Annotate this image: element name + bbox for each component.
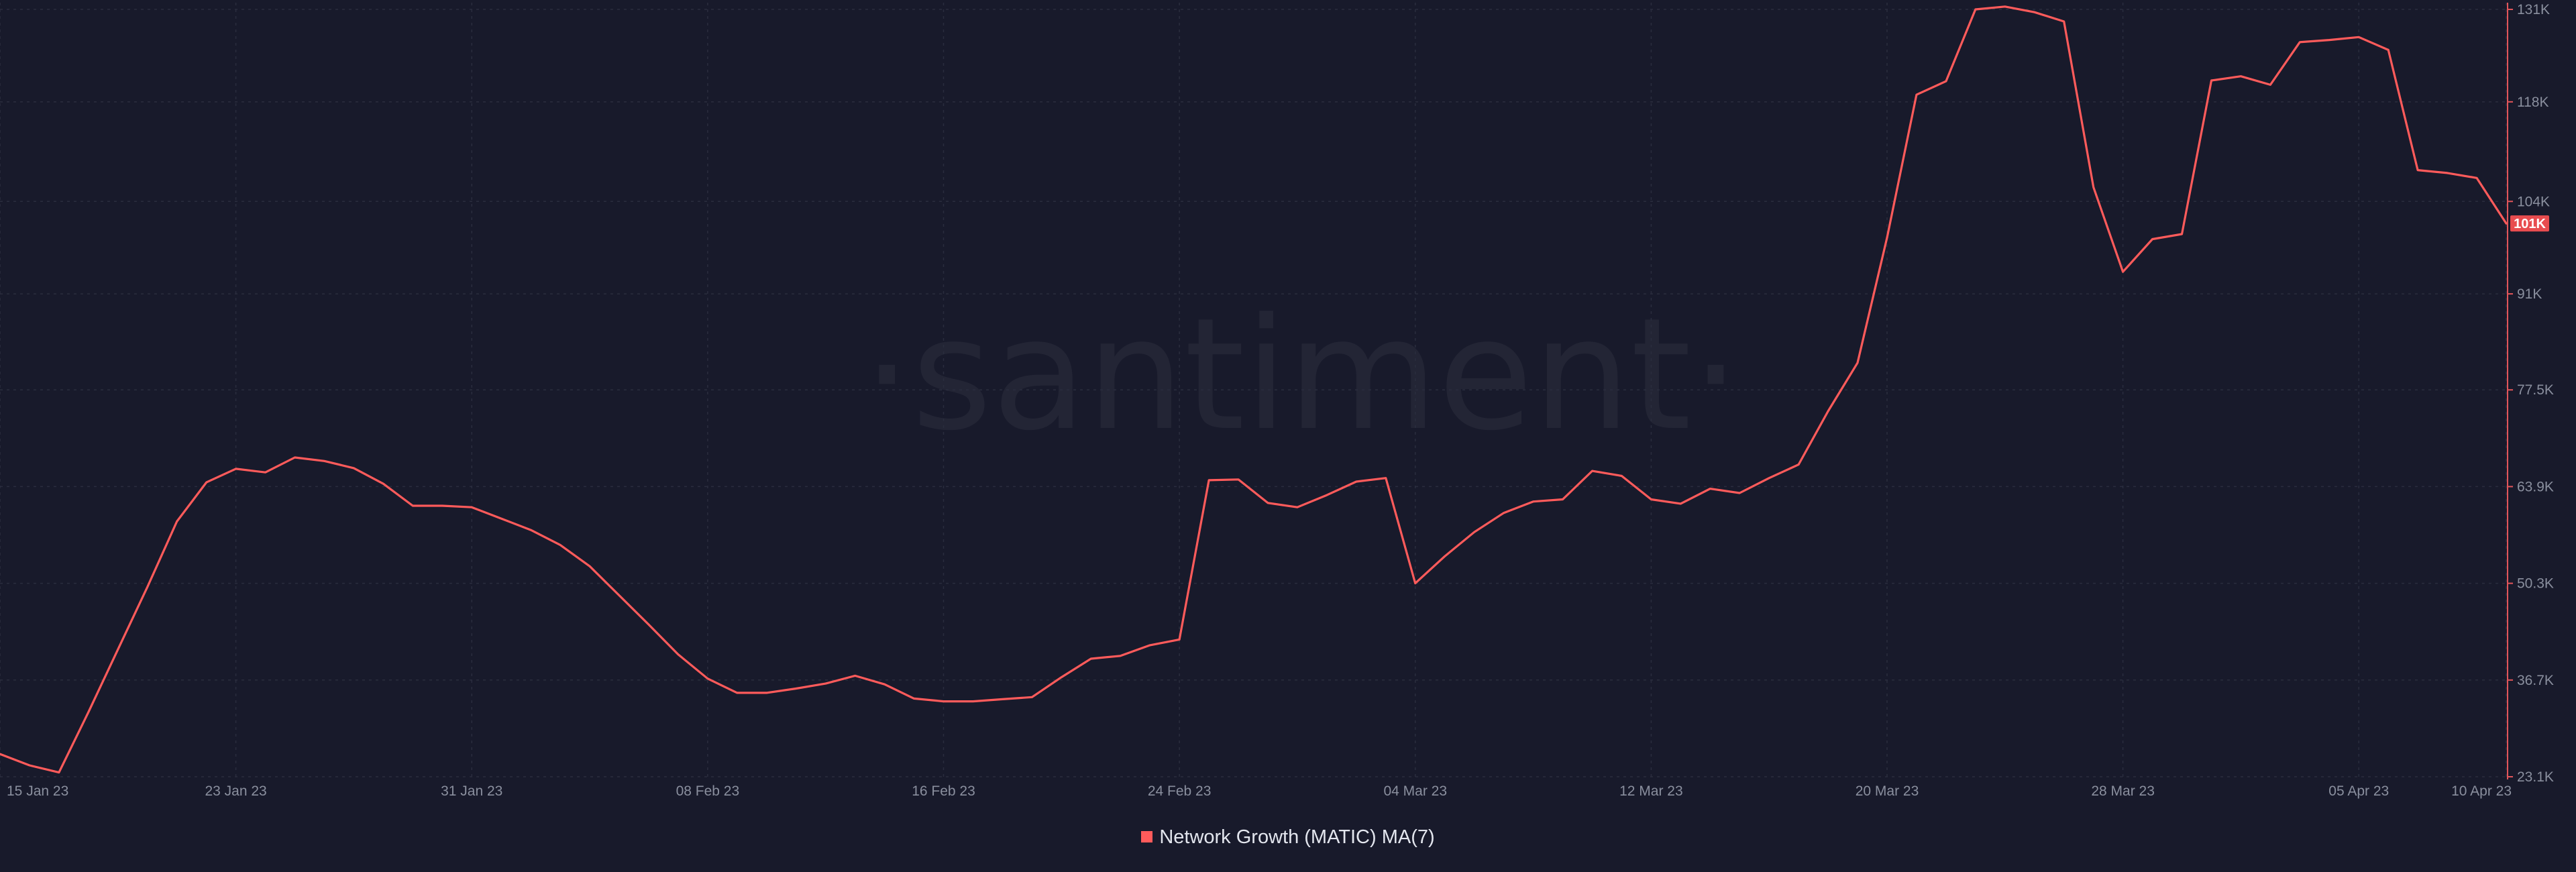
- y-tick-label: 77.5K: [2517, 382, 2554, 398]
- grid: [0, 3, 2508, 777]
- legend-swatch: [1141, 831, 1153, 842]
- x-tick-label: 10 Apr 23: [2451, 783, 2512, 799]
- x-tick-label: 08 Feb 23: [676, 783, 740, 799]
- x-tick-label: 28 Mar 23: [2091, 783, 2155, 799]
- x-tick-label: 23 Jan 23: [205, 783, 266, 799]
- last-value-badge: 101K: [2510, 215, 2549, 232]
- y-tick-label: 104K: [2517, 194, 2550, 209]
- y-tick-label: 50.3K: [2517, 576, 2554, 592]
- legend-label: Network Growth (MATIC) MA(7): [1159, 826, 1435, 848]
- x-tick-label: 15 Jan 23: [7, 783, 68, 799]
- last-value-label: 101K: [2514, 217, 2546, 231]
- legend[interactable]: Network Growth (MATIC) MA(7): [0, 826, 2576, 849]
- x-tick-label: 04 Mar 23: [1383, 783, 1447, 799]
- y-tick-label: 131K: [2517, 2, 2550, 17]
- x-tick-label: 20 Mar 23: [1856, 783, 1919, 799]
- watermark: ·santiment·: [863, 286, 1740, 465]
- x-tick-label: 31 Jan 23: [441, 783, 502, 799]
- x-axis: 15 Jan 23 23 Jan 23 31 Jan 23 08 Feb 23 16 F…: [7, 783, 2512, 799]
- y-tick-label: 63.9K: [2517, 479, 2554, 494]
- x-tick-label: 16 Feb 23: [912, 783, 975, 799]
- y-tick-label: 36.7K: [2517, 673, 2554, 688]
- y-tick-label: 91K: [2517, 286, 2542, 302]
- y-axis: 131K 118K 104K 91K 77.5K 63.9K 50.3K 36.7K 23.1K: [2508, 2, 2554, 785]
- series-line: [0, 5, 2508, 774]
- x-tick-label: 12 Mar 23: [1619, 783, 1683, 799]
- last-value-badge-bg: [2510, 215, 2549, 232]
- y-tick-label: 118K: [2517, 95, 2549, 110]
- x-tick-label: 24 Feb 23: [1148, 783, 1212, 799]
- x-tick-label: 05 Apr 23: [2328, 783, 2389, 799]
- series-layer: [0, 5, 2508, 774]
- y-tick-label: 23.1K: [2517, 769, 2554, 785]
